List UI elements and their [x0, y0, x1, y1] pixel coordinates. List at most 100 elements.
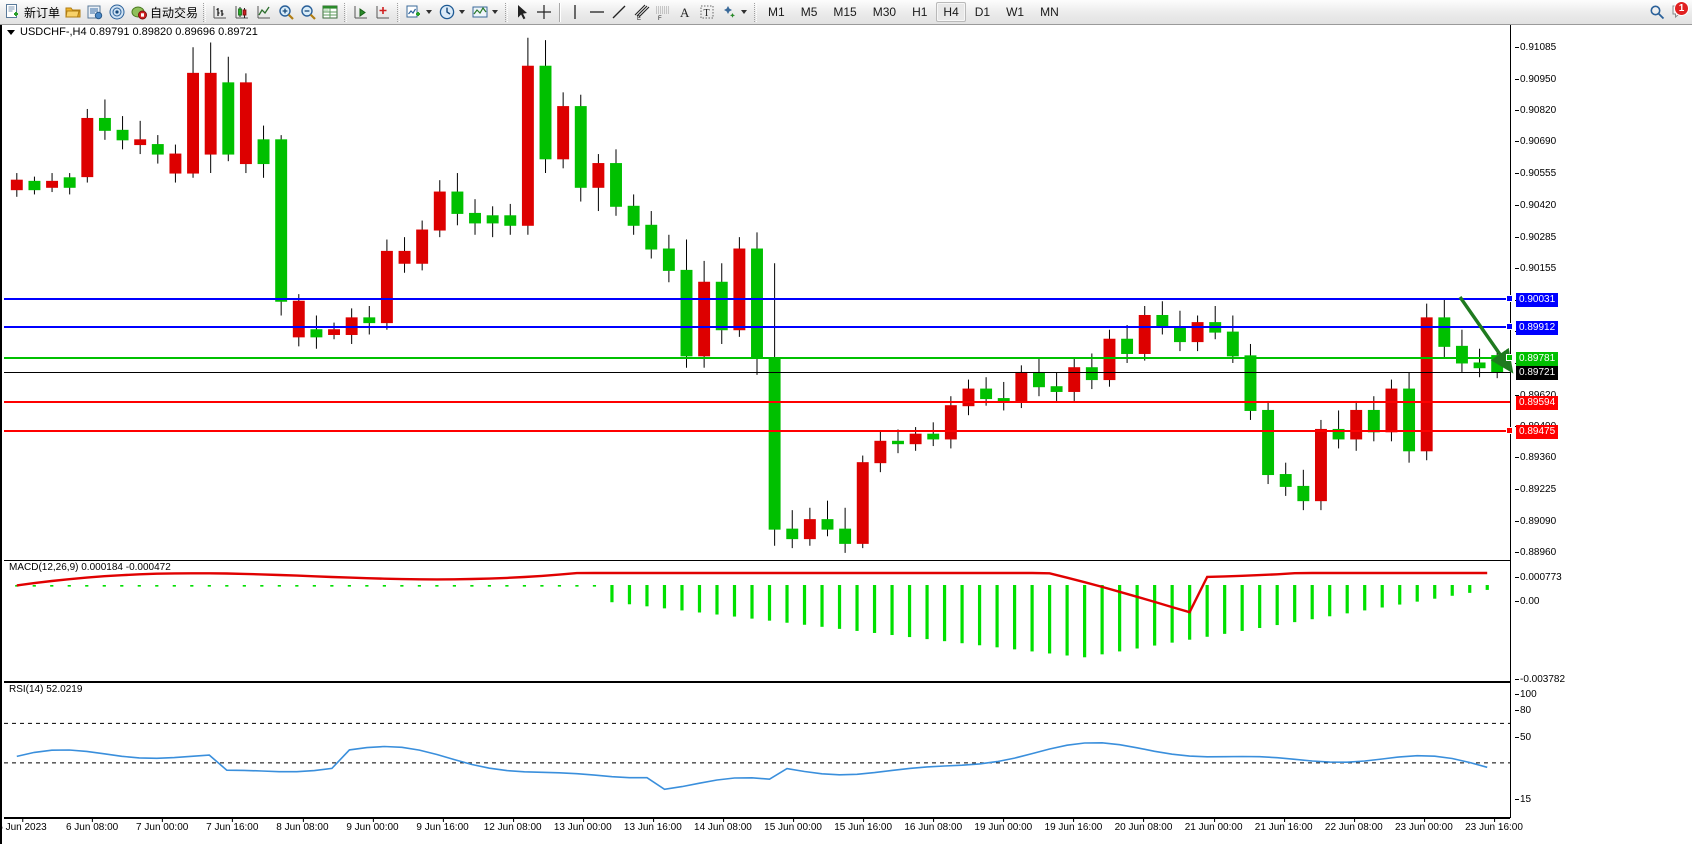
news-button[interactable] [84, 1, 106, 23]
level-handle-0[interactable] [1506, 295, 1513, 303]
channel-button[interactable]: F [652, 1, 674, 23]
timeframe-m30[interactable]: M30 [872, 5, 897, 19]
bar-chart-button[interactable] [209, 1, 231, 23]
level-line-black-3[interactable] [4, 372, 1510, 374]
level-handle-1[interactable] [1506, 323, 1513, 331]
candle-body [1279, 474, 1292, 487]
candle-body [892, 440, 904, 445]
macd-histogram-bar [1048, 585, 1052, 654]
candle-body [1367, 409, 1380, 433]
level-handle-5[interactable] [1506, 427, 1513, 435]
templates-button[interactable] [469, 1, 502, 23]
macd-histogram-bar [417, 585, 421, 587]
crosshair-button[interactable] [533, 1, 555, 23]
rsi-pane[interactable]: RSI(14) 52.0219 [4, 682, 1510, 818]
candle-body [803, 519, 816, 540]
chevron-down-icon-2[interactable] [459, 10, 466, 14]
price-pane[interactable] [4, 33, 1510, 560]
macd-histogram-bar [820, 585, 824, 627]
macd-histogram-bar [190, 585, 194, 587]
macd-histogram-bar [1450, 585, 1454, 596]
line-chart-button[interactable] [253, 1, 275, 23]
label-button[interactable]: T [696, 1, 718, 23]
candle-body [574, 106, 587, 188]
level-handle-2[interactable] [1506, 354, 1513, 362]
candle-body [627, 205, 640, 226]
toolbar-separator [203, 2, 207, 22]
alerts-button[interactable]: 1 [1668, 1, 1690, 23]
macd-axis-line [1510, 560, 1511, 682]
main-toolbar: 新订单 [0, 0, 1692, 25]
macd-histogram-bar [260, 585, 264, 587]
candle-body [1121, 338, 1134, 354]
folder-button[interactable] [62, 1, 84, 23]
period-button[interactable] [436, 1, 469, 23]
macd-histogram-bar [1205, 585, 1209, 637]
level-price-chip-blue-0: 0.90031 [1516, 292, 1559, 307]
auto-trade-button[interactable]: 自动交易 [128, 1, 200, 23]
candle-body [1403, 388, 1416, 452]
candle-body [416, 229, 429, 264]
rsi-axis-tick: 50 [1514, 732, 1532, 743]
timeframe-m15[interactable]: M15 [833, 5, 857, 19]
level-line-red-5[interactable] [4, 429, 1510, 432]
objects-button[interactable] [718, 1, 751, 23]
macd-histogram-bar [15, 585, 19, 587]
timeframe-h4[interactable]: H4 [936, 2, 966, 22]
macd-histogram-bar [1485, 585, 1489, 590]
cursor-button[interactable] [511, 1, 533, 23]
chart-area[interactable]: USDCHF-,H4 0.89791 0.89820 0.89696 0.897… [0, 25, 1692, 844]
down-arrow-icon [1458, 296, 1514, 374]
candle-body [1226, 331, 1239, 357]
zoom-out-button[interactable] [297, 1, 319, 23]
level-line-red-4[interactable] [4, 401, 1510, 404]
data-window-button[interactable] [319, 1, 341, 23]
candle-body [292, 300, 305, 338]
macd-histogram-bar [1153, 585, 1157, 646]
timeframe-h1[interactable]: H1 [912, 5, 928, 19]
search-button[interactable] [1646, 1, 1668, 23]
timeframe-m5[interactable]: M5 [800, 5, 818, 19]
level-line-blue-0[interactable] [4, 297, 1510, 300]
macd-histogram-bar [1065, 585, 1069, 656]
candle-body [275, 139, 288, 302]
chevron-down-icon-3[interactable] [492, 10, 499, 14]
level-line-blue-1[interactable] [4, 325, 1510, 328]
candle-body [997, 398, 1010, 402]
candle-body [610, 163, 622, 207]
text-button[interactable]: A [674, 1, 696, 23]
svg-text:E: E [637, 16, 641, 21]
vertical-line-button[interactable] [564, 1, 586, 23]
chevron-down-icon-4[interactable] [741, 10, 748, 14]
candle-body [1420, 317, 1433, 452]
candle-body [328, 329, 340, 335]
indicators-button[interactable] [403, 1, 436, 23]
trendline-button[interactable] [608, 1, 630, 23]
new-order-button[interactable]: 新订单 [2, 1, 62, 23]
auto-scroll-button[interactable] [372, 1, 394, 23]
shift-chart-button[interactable] [350, 1, 372, 23]
macd-histogram-bar [872, 585, 877, 633]
price-tick: 0.90285 [1514, 232, 1557, 244]
rsi-axis-tick: 80 [1514, 705, 1532, 716]
macd-pane[interactable]: MACD(12,26,9) 0.000184 -0.000472 [4, 560, 1510, 682]
timeframe-mn[interactable]: MN [1040, 5, 1059, 19]
macd-histogram-bar [400, 585, 404, 587]
level-line-green-2[interactable] [4, 356, 1510, 359]
macd-histogram-bar [347, 585, 351, 587]
timeframe-m1[interactable]: M1 [768, 5, 785, 19]
zoom-in-button[interactable] [275, 1, 297, 23]
fibonacci-button[interactable]: E [630, 1, 652, 23]
candlestick-button[interactable] [231, 1, 253, 23]
arrow-annotation-layer [1458, 296, 1514, 374]
macd-histogram-bar [312, 585, 316, 587]
timeframe-w1[interactable]: W1 [1006, 5, 1025, 19]
signal-button[interactable] [106, 1, 128, 23]
timeframe-d1[interactable]: D1 [974, 5, 991, 19]
candle-body [28, 180, 41, 191]
date-tick: 20 Jun 08:00 [1114, 818, 1173, 833]
chart-menu-caret-icon[interactable] [7, 29, 15, 35]
horizontal-line-button[interactable] [586, 1, 608, 23]
chevron-down-icon[interactable] [426, 10, 433, 14]
rsi-axis-tick: 15 [1514, 794, 1532, 805]
